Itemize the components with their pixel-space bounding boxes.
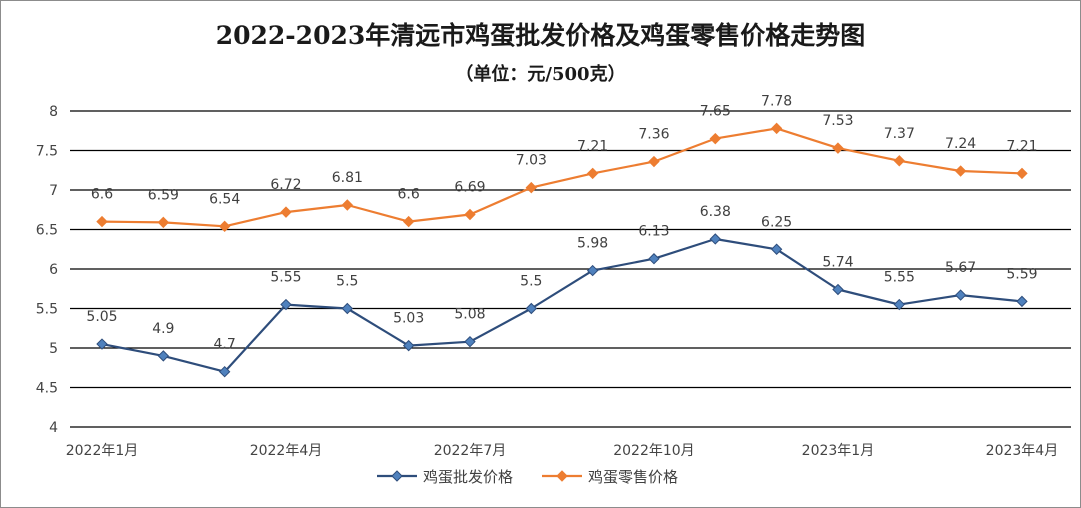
data-label: 5.05 — [86, 309, 117, 325]
data-label: 6.54 — [209, 191, 240, 207]
data-point — [218, 220, 231, 233]
series-line-1 — [101, 237, 1023, 373]
x-tick-label: 2022年1月 — [66, 443, 139, 459]
data-label: 7.03 — [516, 153, 547, 169]
data-label: 5.03 — [393, 311, 424, 327]
data-point — [525, 181, 538, 194]
data-label: 5.59 — [1006, 266, 1037, 282]
y-tick-label: 6 — [49, 262, 58, 278]
data-label: 7.65 — [700, 104, 731, 120]
data-label: 5.5 — [336, 274, 358, 290]
legend-entry: 鸡蛋零售价格 — [588, 468, 678, 486]
data-point — [832, 142, 844, 154]
data-point — [770, 243, 783, 255]
data-point — [893, 155, 905, 167]
data-label: 6.81 — [332, 170, 363, 186]
y-tick-label: 6.5 — [36, 223, 58, 239]
data-point — [218, 365, 231, 378]
data-label: 6.59 — [148, 187, 179, 203]
data-label: 6.13 — [638, 224, 669, 240]
x-tick-label: 2022年4月 — [250, 443, 323, 459]
data-label: 5.98 — [577, 236, 608, 252]
data-point — [709, 132, 722, 145]
data-label: 7.78 — [761, 93, 792, 109]
data-point — [464, 335, 476, 348]
data-point — [648, 253, 660, 265]
gridlines — [70, 110, 1071, 428]
data-point — [464, 208, 476, 221]
data-point — [893, 298, 905, 311]
data-label: 6.72 — [270, 177, 301, 193]
chart-title: 2022-2023年清远市鸡蛋批发价格及鸡蛋零售价格走势图 — [215, 21, 866, 50]
x-tick-label: 2023年1月 — [802, 443, 875, 459]
data-point — [402, 215, 415, 228]
legend: 鸡蛋批发价格 鸡蛋零售价格 — [377, 468, 678, 486]
data-label: 6.6 — [398, 187, 420, 203]
data-label: 7.24 — [945, 136, 976, 152]
y-tick-label: 4 — [49, 420, 58, 436]
data-point — [770, 122, 783, 135]
data-point — [832, 283, 844, 296]
data-label: 7.37 — [884, 126, 915, 142]
y-axis: 4 4.5 5 5.5 6 6.5 7 7.5 8 — [36, 104, 58, 436]
data-point — [157, 350, 170, 362]
data-label: 6.38 — [700, 204, 731, 220]
data-point — [280, 206, 292, 218]
x-axis: 2022年1月 2022年4月 2022年7月 2022年10月 2023年1月 2023… — [66, 443, 1058, 459]
data-label: 7.21 — [577, 138, 608, 154]
data-label: 4.9 — [152, 321, 174, 337]
series-layer — [96, 122, 1028, 378]
legend-swatch-marker — [556, 470, 568, 482]
x-tick-label: 2022年7月 — [434, 443, 507, 459]
y-tick-label: 7 — [49, 183, 58, 199]
data-label: 5.74 — [822, 255, 853, 271]
data-point — [280, 298, 292, 311]
data-point — [341, 199, 354, 211]
chart-subtitle: （单位：元/500克） — [455, 64, 626, 85]
data-point — [648, 155, 660, 168]
data-labels: 5.05 4.9 4.7 5.55 5.5 5.03 5.08 5.5 5.98 6.13 6.38… — [86, 93, 1037, 352]
data-point — [157, 216, 170, 229]
data-label: 7.21 — [1006, 138, 1037, 154]
data-point — [1016, 167, 1028, 180]
data-label: 5.55 — [270, 270, 301, 286]
data-point — [954, 289, 967, 301]
data-label: 7.36 — [638, 127, 669, 143]
data-label: 6.6 — [91, 187, 113, 203]
x-tick-label: 2022年10月 — [613, 443, 694, 459]
data-label: 5.5 — [520, 274, 542, 290]
data-point — [402, 339, 415, 352]
y-tick-label: 7.5 — [36, 144, 58, 160]
data-point — [586, 264, 599, 277]
x-tick-label: 2023年4月 — [986, 443, 1059, 459]
data-point — [341, 302, 354, 315]
legend-swatch-marker — [391, 470, 403, 482]
legend-entry: 鸡蛋批发价格 — [423, 468, 513, 486]
data-label: 6.25 — [761, 214, 792, 230]
y-tick-label: 5 — [49, 341, 58, 357]
data-point — [954, 165, 967, 177]
data-point — [96, 215, 108, 228]
data-label: 5.67 — [945, 260, 976, 276]
data-label: 5.08 — [454, 307, 485, 323]
data-point — [96, 338, 108, 350]
y-tick-label: 4.5 — [36, 381, 58, 397]
data-label: 7.53 — [822, 113, 853, 129]
data-point — [586, 167, 599, 180]
data-point — [1016, 295, 1028, 308]
data-point — [709, 233, 722, 245]
data-label: 6.69 — [454, 179, 485, 195]
series-line-2 — [101, 127, 1022, 228]
data-point — [525, 302, 538, 315]
data-label: 4.7 — [214, 337, 236, 353]
y-tick-label: 5.5 — [36, 302, 58, 318]
data-label: 5.55 — [884, 270, 915, 286]
y-tick-label: 8 — [49, 104, 58, 120]
